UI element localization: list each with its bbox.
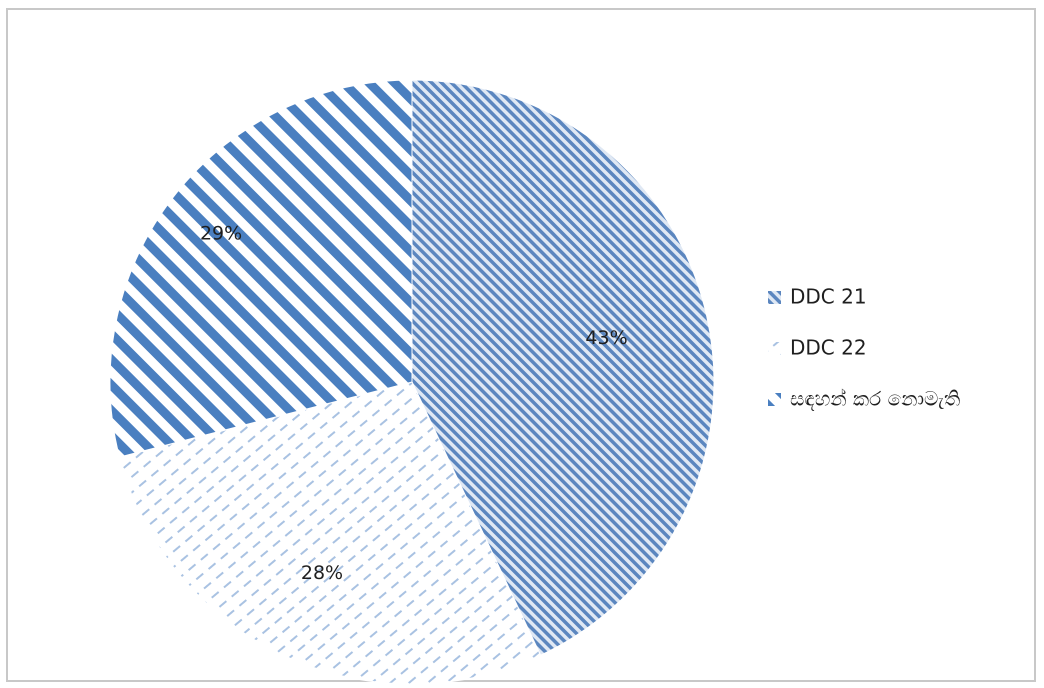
legend-swatch-ddc-22 [768,342,781,355]
pie-slice-series-3 [109,79,413,458]
legend-label-ddc-21: DDC 21 [790,285,867,309]
legend-label-ddc-22: DDC 22 [790,336,867,360]
legend: DDC 21 DDC 22 සඳහන් කර නොමැති [768,285,960,411]
legend-label-series-3: සඳහන් කර නොමැති [790,387,960,411]
slice-value-label-ddc-21: 43% [585,327,627,349]
legend-swatch-ddc-21 [768,291,781,304]
slice-labels: 43% 28% 29% [200,222,628,583]
pie-slices [109,79,715,685]
pie-slice-ddc-22 [118,381,542,685]
slice-value-label-series-3: 29% [200,222,242,244]
pie-slice-ddc-21 [411,79,715,656]
legend-swatch-series-3 [768,393,781,406]
slice-value-label-ddc-22: 28% [301,562,343,584]
